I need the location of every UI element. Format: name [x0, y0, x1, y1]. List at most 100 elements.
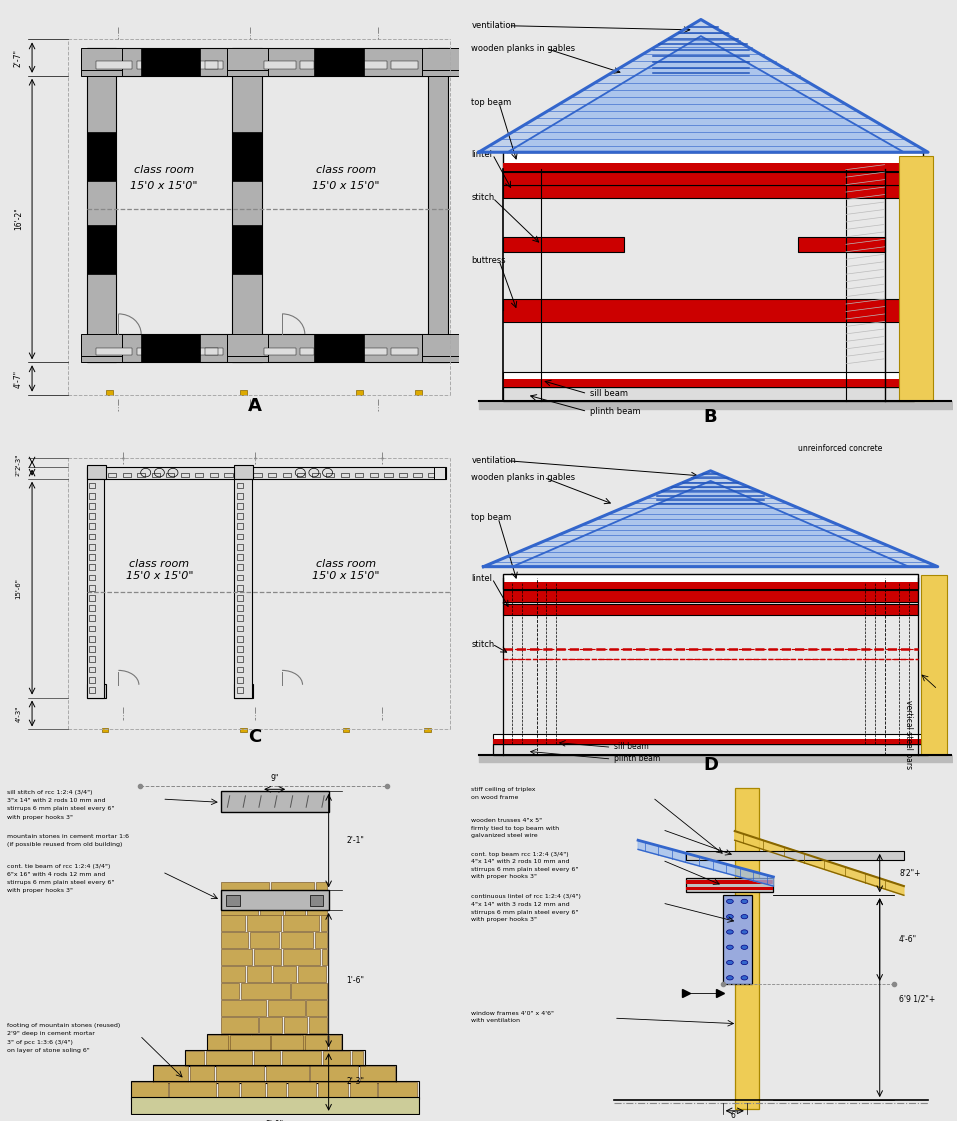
Bar: [502, 372, 914, 387]
Bar: [221, 791, 328, 812]
Bar: [86, 47, 451, 76]
Bar: [502, 591, 919, 602]
Bar: [281, 933, 313, 948]
Bar: [81, 340, 122, 362]
Bar: [237, 585, 243, 591]
Bar: [502, 173, 924, 185]
Text: 15'0 x 15'0": 15'0 x 15'0": [312, 180, 380, 191]
Bar: [493, 744, 928, 756]
Bar: [237, 544, 243, 549]
Bar: [89, 513, 96, 519]
Text: top beam: top beam: [472, 98, 512, 106]
Bar: [350, 1082, 376, 1099]
Bar: [237, 615, 243, 621]
Text: 2'-1": 2'-1": [346, 836, 365, 845]
Circle shape: [726, 975, 733, 980]
Bar: [218, 1082, 239, 1099]
Bar: [241, 1082, 265, 1099]
Text: class room: class room: [316, 165, 376, 175]
Bar: [493, 739, 928, 744]
Text: 2'-7": 2'-7": [14, 48, 23, 66]
Bar: [264, 348, 296, 355]
Bar: [221, 1017, 257, 1034]
Bar: [422, 54, 463, 76]
Bar: [502, 238, 624, 252]
Bar: [237, 687, 243, 693]
Text: stitch: stitch: [472, 639, 495, 649]
Bar: [284, 1017, 307, 1034]
Bar: [686, 879, 773, 892]
Polygon shape: [483, 471, 938, 567]
Bar: [137, 473, 145, 476]
Text: class room: class room: [129, 558, 189, 568]
Bar: [343, 729, 349, 732]
Bar: [268, 473, 277, 476]
Text: B: B: [703, 408, 718, 426]
Bar: [414, 390, 422, 396]
Bar: [288, 1082, 316, 1099]
Text: 15'0 x 15'0": 15'0 x 15'0": [312, 572, 380, 582]
Text: wooden planks in gables: wooden planks in gables: [472, 44, 575, 53]
Text: class room: class room: [134, 165, 194, 175]
Bar: [227, 47, 268, 70]
Bar: [169, 1082, 216, 1099]
Bar: [101, 729, 108, 732]
Bar: [272, 1035, 303, 1050]
Text: 2'9" deep in cement mortar: 2'9" deep in cement mortar: [7, 1031, 95, 1037]
Bar: [297, 473, 305, 476]
Bar: [259, 899, 283, 915]
Bar: [168, 62, 182, 68]
Bar: [187, 62, 223, 68]
Bar: [89, 564, 96, 571]
Bar: [341, 473, 349, 476]
Bar: [328, 1035, 341, 1050]
Bar: [105, 390, 113, 396]
Bar: [185, 1050, 365, 1066]
Text: with proper hooks 3": with proper hooks 3": [472, 874, 537, 880]
Text: galvanized steel wire: galvanized steel wire: [472, 833, 538, 839]
Bar: [399, 473, 407, 476]
Bar: [391, 62, 418, 68]
Bar: [273, 966, 297, 982]
Bar: [227, 54, 268, 76]
Bar: [271, 881, 314, 898]
Bar: [391, 348, 418, 355]
Bar: [250, 933, 279, 948]
Bar: [323, 348, 360, 355]
Text: 9": 9": [271, 775, 278, 784]
Text: 8'2"+: 8'2"+: [899, 870, 921, 879]
Bar: [221, 933, 248, 948]
Circle shape: [741, 929, 747, 934]
Bar: [247, 916, 281, 932]
Bar: [237, 626, 243, 631]
Text: buttress: buttress: [472, 256, 506, 265]
Text: 4'-7": 4'-7": [14, 370, 23, 388]
Bar: [207, 1035, 229, 1050]
Text: 4'-6": 4'-6": [899, 935, 917, 944]
Bar: [264, 62, 296, 68]
Text: 6'9 1/2"+: 6'9 1/2"+: [899, 994, 935, 1003]
Text: A: A: [248, 397, 261, 415]
Bar: [686, 887, 773, 890]
Bar: [237, 646, 243, 651]
Text: plinth beam: plinth beam: [590, 407, 640, 416]
Bar: [221, 949, 253, 965]
Bar: [89, 667, 96, 673]
Text: unreinforced concrete: unreinforced concrete: [797, 444, 882, 453]
Polygon shape: [512, 481, 909, 567]
Bar: [89, 534, 96, 539]
Polygon shape: [735, 831, 904, 896]
Text: with ventilation: with ventilation: [472, 1018, 521, 1023]
Bar: [81, 47, 122, 70]
Text: continuous lintel of rcc 1:2:4 (3/4"): continuous lintel of rcc 1:2:4 (3/4"): [472, 895, 581, 899]
Bar: [259, 1017, 282, 1034]
Text: firmly tied to top beam with: firmly tied to top beam with: [472, 825, 560, 831]
Bar: [227, 334, 268, 356]
Bar: [326, 473, 334, 476]
Bar: [360, 1065, 394, 1083]
Bar: [723, 896, 751, 984]
Text: with proper hooks 3": with proper hooks 3": [472, 917, 537, 923]
Bar: [89, 605, 96, 611]
Bar: [207, 1034, 343, 1050]
Bar: [237, 564, 243, 571]
